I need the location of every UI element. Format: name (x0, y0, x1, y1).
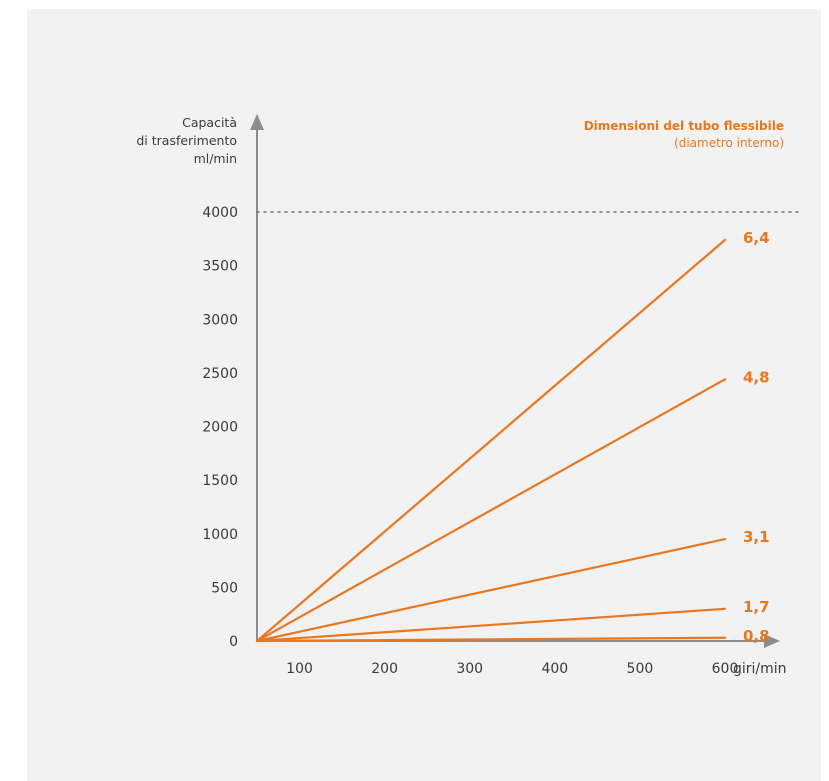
x-tick-label: 600 (712, 661, 739, 677)
series-line (255, 238, 727, 643)
y-axis-arrow-icon (250, 114, 264, 130)
series-label: 1,7 (743, 598, 770, 616)
y-tick-label: 4000 (202, 205, 238, 221)
legend-title: Dimensioni del tubo flessibile (584, 119, 784, 133)
y-tick-label: 0 (229, 634, 238, 650)
series-label: 4,8 (743, 368, 770, 386)
chart-panel (27, 9, 821, 781)
y-tick-label: 2000 (202, 420, 238, 436)
series-line (255, 636, 727, 643)
x-tick-label: 300 (456, 661, 483, 677)
series-label: 6,4 (743, 229, 770, 247)
x-tick-label: 400 (541, 661, 568, 677)
x-axis-title: giri/min (733, 661, 787, 677)
legend-subtitle: (diametro interno) (674, 136, 784, 150)
y-axis-title-line-2: di trasferimento (136, 133, 237, 148)
y-axis-title-line-1: Capacità (182, 115, 237, 130)
y-tick-label: 3000 (202, 312, 238, 328)
series-label: 3,1 (743, 528, 770, 546)
x-tick-label: 200 (371, 661, 398, 677)
series-line (255, 607, 727, 643)
y-tick-label: 3500 (202, 259, 238, 275)
y-tick-label: 1500 (202, 473, 238, 489)
series-line (255, 538, 727, 643)
y-axis-title-line-3: ml/min (194, 151, 237, 166)
x-axis-arrow-icon (764, 634, 780, 648)
x-tick-label: 500 (627, 661, 654, 677)
y-tick-label: 2500 (202, 366, 238, 382)
series-label: 0,8 (743, 627, 770, 645)
series-line (255, 378, 727, 643)
y-tick-label: 500 (211, 580, 238, 596)
x-tick-label: 100 (286, 661, 313, 677)
y-tick-label: 1000 (202, 527, 238, 543)
